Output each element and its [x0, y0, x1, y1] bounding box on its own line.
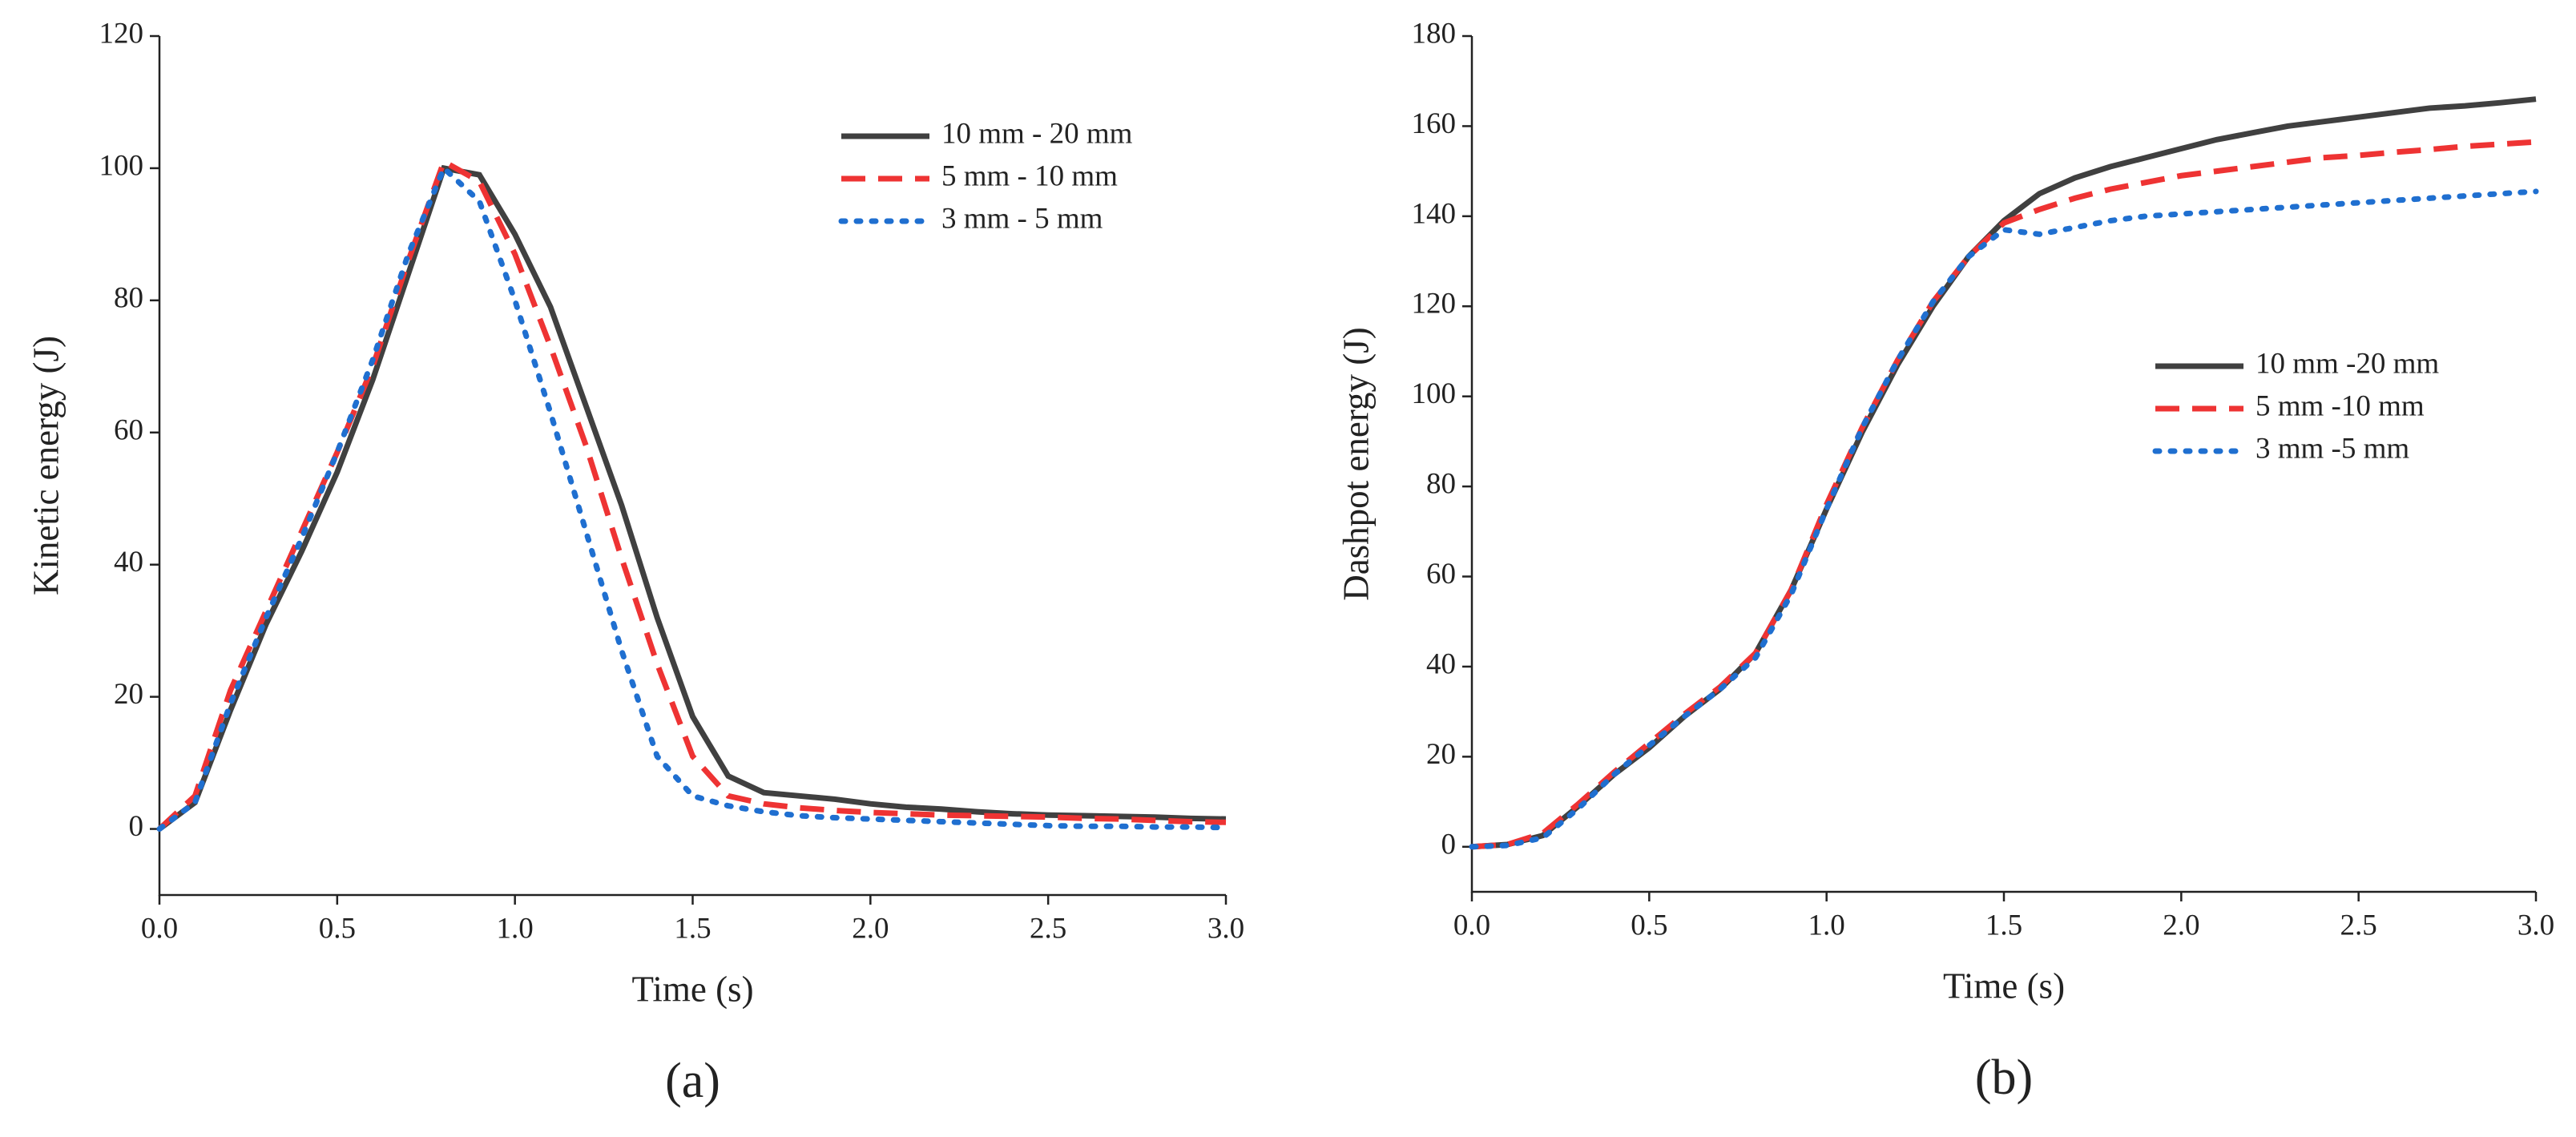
y-axis-title: Dashpot energy (J) — [1336, 327, 1376, 601]
x-axis-title: Time (s) — [1943, 966, 2065, 1006]
line-series — [157, 164, 1227, 832]
x-tick-label: 1.5 — [1985, 909, 2022, 941]
y-tick-label: 160 — [1412, 107, 1457, 140]
y-tick-label: 80 — [1426, 468, 1456, 501]
x-tick-label: 2.0 — [852, 912, 889, 945]
x-tick-label: 2.0 — [2163, 909, 2199, 941]
y-axis-title: Kinetic energy (J) — [26, 336, 66, 595]
y-tick-label: 60 — [114, 413, 143, 446]
y-tick-label: 120 — [99, 17, 144, 50]
x-tick-label: 1.0 — [497, 912, 534, 945]
line-series — [157, 157, 1227, 832]
legend-label: 10 mm - 20 mm — [941, 117, 1133, 150]
y-tick-label: 140 — [1412, 197, 1457, 230]
legend-label: 5 mm -10 mm — [2256, 389, 2425, 422]
y-tick-label: 60 — [1426, 558, 1456, 591]
y-tick-label: 120 — [1412, 288, 1457, 321]
x-tick-label: 3.0 — [1207, 912, 1244, 945]
y-tick-label: 40 — [114, 546, 143, 579]
x-tick-label: 0.0 — [141, 912, 178, 945]
legend-label: 5 mm - 10 mm — [941, 159, 1118, 192]
panel-label: (b) — [1975, 1050, 2033, 1105]
line-series — [156, 163, 1229, 833]
legend-label: 10 mm -20 mm — [2256, 347, 2439, 380]
x-tick-label: 1.5 — [674, 912, 711, 945]
x-tick-label: 0.5 — [1631, 909, 1667, 941]
y-tick-label: 100 — [99, 149, 144, 182]
y-tick-label: 20 — [1426, 738, 1456, 771]
line-series — [1469, 188, 2539, 850]
y-tick-label: 0 — [1441, 828, 1457, 861]
x-tick-label: 1.0 — [1808, 909, 1845, 941]
line-series — [1471, 139, 2537, 850]
legend-label: 3 mm -5 mm — [2256, 432, 2409, 465]
y-tick-label: 180 — [1412, 17, 1457, 50]
x-tick-label: 0.5 — [319, 912, 356, 945]
y-tick-label: 20 — [114, 678, 143, 711]
y-tick-label: 100 — [1412, 377, 1457, 410]
x-axis-title: Time (s) — [631, 969, 753, 1009]
line-series — [1471, 96, 2537, 850]
legend-label: 3 mm - 5 mm — [941, 202, 1103, 235]
y-tick-label: 40 — [1426, 647, 1456, 680]
x-tick-label: 2.5 — [2340, 909, 2377, 941]
y-tick-label: 0 — [129, 810, 144, 843]
x-tick-label: 3.0 — [2518, 909, 2554, 941]
x-tick-label: 0.0 — [1453, 909, 1490, 941]
y-tick-label: 80 — [114, 281, 143, 314]
x-tick-label: 2.5 — [1030, 912, 1066, 945]
panel-label: (a) — [665, 1054, 720, 1108]
